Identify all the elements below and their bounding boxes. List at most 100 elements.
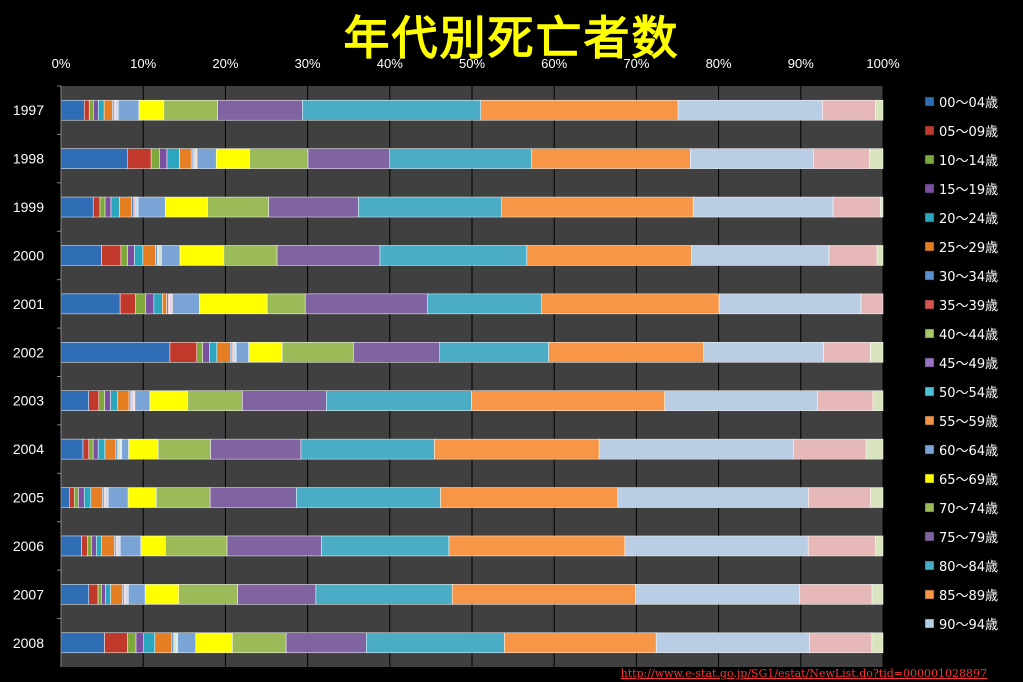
bar-segment bbox=[501, 196, 694, 218]
bar-segment bbox=[128, 438, 159, 460]
bar-segment bbox=[88, 99, 94, 121]
legend-label: 25〜29歳 bbox=[939, 241, 998, 256]
bar-segment bbox=[153, 293, 163, 315]
bar-segment bbox=[179, 148, 192, 169]
bar-segment bbox=[135, 293, 146, 315]
bar-segment bbox=[190, 148, 194, 169]
bar-segment bbox=[321, 535, 450, 557]
legend-label: 80〜84歳 bbox=[939, 560, 998, 575]
bar-segment bbox=[718, 293, 862, 315]
y-category-label: 2006 bbox=[13, 538, 44, 554]
bar-segment bbox=[504, 632, 657, 654]
bar-segment bbox=[82, 438, 90, 460]
bar-segment bbox=[83, 487, 92, 508]
bar-segment bbox=[78, 487, 85, 508]
y-category-label: 2000 bbox=[13, 247, 44, 263]
legend-swatch bbox=[924, 618, 935, 629]
bar-segment bbox=[624, 535, 809, 557]
bar-segment bbox=[121, 438, 129, 460]
bar-segment bbox=[140, 535, 166, 557]
bar-segment bbox=[480, 99, 679, 121]
legend-label: 35〜39歳 bbox=[939, 299, 998, 314]
bar-segment bbox=[379, 245, 528, 266]
bar-segment bbox=[677, 99, 823, 121]
bar-segment bbox=[91, 535, 97, 557]
bar-segment bbox=[166, 293, 169, 315]
bar-segment bbox=[281, 342, 354, 363]
bar-segment bbox=[93, 99, 99, 121]
bar-segment bbox=[598, 438, 794, 460]
bar-segment bbox=[119, 293, 136, 315]
bar-segment bbox=[199, 293, 268, 315]
bar-segment bbox=[60, 293, 121, 315]
bar-segment bbox=[217, 99, 303, 121]
source-link[interactable]: http://www.e-stat.go.jp/SG1/estat/NewLis… bbox=[620, 667, 987, 680]
bar-segment bbox=[880, 196, 884, 218]
legend-swatch bbox=[924, 328, 935, 339]
y-category-label: 2008 bbox=[13, 635, 44, 651]
y-category-label: 1997 bbox=[13, 102, 44, 118]
bar-segment bbox=[285, 632, 367, 654]
bar-segment bbox=[60, 632, 105, 654]
bar-segment bbox=[162, 293, 167, 315]
bar-segment bbox=[869, 148, 884, 169]
legend-swatch bbox=[924, 125, 935, 136]
bar-segment bbox=[128, 390, 131, 411]
bar-segment bbox=[150, 148, 160, 169]
legend-label: 10〜14歳 bbox=[939, 154, 998, 169]
legend-swatch bbox=[924, 270, 935, 281]
bar-segment bbox=[115, 438, 118, 460]
legend-label: 40〜44歳 bbox=[939, 328, 998, 343]
bar-segment bbox=[104, 196, 112, 218]
bar-segment bbox=[98, 390, 105, 411]
bar-segment bbox=[60, 584, 90, 605]
bar-segment bbox=[691, 245, 830, 266]
bar-segment bbox=[865, 438, 884, 460]
bar-segment bbox=[178, 584, 238, 605]
bar-segment bbox=[154, 632, 173, 654]
bar-segment bbox=[97, 584, 102, 605]
legend-swatch bbox=[924, 502, 935, 513]
bar-segment bbox=[692, 196, 834, 218]
legend-label: 65〜69歳 bbox=[939, 473, 998, 488]
bar-segment bbox=[135, 632, 144, 654]
bar-segment bbox=[196, 342, 203, 363]
bar-segment bbox=[531, 148, 691, 169]
bar-segment bbox=[165, 535, 228, 557]
bar-segment bbox=[138, 99, 165, 121]
bar-segment bbox=[60, 487, 70, 508]
bar-segment bbox=[69, 487, 75, 508]
bar-segment bbox=[216, 342, 231, 363]
bar-segment bbox=[60, 148, 129, 169]
bar-segment bbox=[541, 293, 720, 315]
y-category-label: 2002 bbox=[13, 344, 44, 360]
bar-segment bbox=[81, 535, 88, 557]
bar-segment bbox=[143, 632, 156, 654]
bar-segment bbox=[871, 632, 884, 654]
bar-segment bbox=[209, 342, 218, 363]
bar-segment bbox=[166, 148, 180, 169]
bar-segment bbox=[60, 342, 171, 363]
bar-segment bbox=[809, 632, 873, 654]
bar-segment bbox=[137, 196, 166, 218]
y-category-label: 2001 bbox=[13, 296, 44, 312]
legend-label: 45〜49歳 bbox=[939, 357, 998, 372]
bar-segment bbox=[389, 148, 532, 169]
bar-segment bbox=[302, 99, 481, 121]
bar-segment bbox=[210, 438, 302, 460]
legend-label: 00〜04歳 bbox=[939, 96, 998, 111]
bar-segment bbox=[237, 584, 317, 605]
bar-segment bbox=[860, 293, 884, 315]
x-tick-label: 80% bbox=[706, 56, 732, 71]
bar-segment bbox=[96, 535, 102, 557]
bar-segment bbox=[617, 487, 809, 508]
bar-segment bbox=[296, 487, 441, 508]
legend-swatch bbox=[924, 531, 935, 542]
bar-segment bbox=[451, 584, 636, 605]
bar-segment bbox=[104, 632, 128, 654]
bar-segment bbox=[131, 196, 135, 218]
bar-segment bbox=[142, 245, 156, 266]
bar-segment bbox=[110, 584, 123, 605]
axis-layer: 0% 10% 20% 30% 40% 50% 60% 70% 80% 90% 100% 1997 199… bbox=[13, 56, 900, 667]
bar-segment bbox=[103, 99, 113, 121]
